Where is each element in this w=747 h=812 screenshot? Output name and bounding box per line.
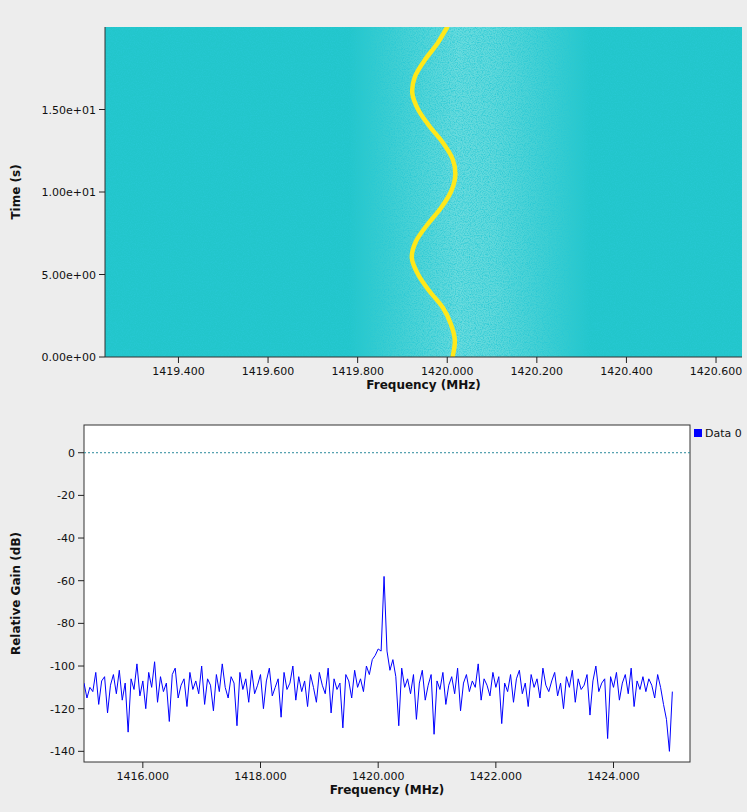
- y-tick: [99, 109, 105, 110]
- y-tick: [78, 538, 84, 539]
- x-tick-label: 1420.600: [690, 365, 743, 378]
- y-tick-label: -20: [57, 489, 75, 502]
- y-axis-title: Time (s): [9, 164, 23, 219]
- page: 1419.400 1419.600 1419.800 1420.000 1420.200…: [0, 0, 747, 812]
- x-axis-line: [105, 357, 742, 358]
- x-axis-title: Frequency (MHz): [366, 378, 480, 392]
- x-tick: [613, 762, 614, 768]
- y-tick-label: -100: [50, 660, 75, 673]
- x-tick-label: 1418.000: [234, 770, 287, 783]
- x-tick: [626, 357, 627, 363]
- y-tick: [78, 495, 84, 496]
- x-tick: [357, 357, 358, 363]
- noise-texture: [105, 27, 742, 357]
- x-tick: [716, 357, 717, 363]
- y-tick: [78, 623, 84, 624]
- x-tick-label: 1419.400: [152, 365, 205, 378]
- y-tick-label: -80: [57, 617, 75, 630]
- y-tick: [78, 580, 84, 581]
- x-tick-label: 1420.400: [600, 365, 653, 378]
- x-tick: [268, 357, 269, 363]
- x-tick: [378, 762, 379, 768]
- x-tick-label: 1416.000: [117, 770, 170, 783]
- y-tick: [78, 666, 84, 667]
- chart-0: 1419.400 1419.600 1419.800 1420.000 1420.200…: [9, 27, 742, 392]
- y-tick: [99, 274, 105, 275]
- y-tick-label: 5.00e+00: [42, 269, 96, 282]
- x-tick-label: 1419.600: [242, 365, 295, 378]
- x-tick: [447, 357, 448, 363]
- spectrum-line: [84, 576, 672, 751]
- y-tick-label: -40: [57, 532, 75, 545]
- plot-frame: [84, 425, 690, 762]
- plot-area: [105, 27, 742, 357]
- y-tick: [99, 192, 105, 193]
- x-tick: [142, 762, 143, 768]
- legend-label: Data 0: [705, 427, 742, 440]
- x-tick: [495, 762, 496, 768]
- waterfall-background: [105, 27, 742, 357]
- y-axis-title: Relative Gain (dB): [9, 532, 23, 655]
- x-tick: [536, 357, 537, 363]
- legend-swatch: [694, 429, 702, 437]
- y-tick: [99, 357, 105, 358]
- x-tick-label: 1422.000: [470, 770, 523, 783]
- y-tick-label: -120: [50, 703, 75, 716]
- y-tick: [78, 708, 84, 709]
- y-tick-label: 0.00e+00: [42, 351, 96, 364]
- x-tick-label: 1419.800: [331, 365, 384, 378]
- y-tick-label: -60: [57, 575, 75, 588]
- x-axis-title: Frequency (MHz): [330, 783, 444, 797]
- y-tick-label: 0: [68, 447, 75, 460]
- y-tick: [78, 452, 84, 453]
- chart-1: 1416.000 1418.000 1420.000 1422.000 1424.000…: [9, 425, 742, 797]
- x-tick-label: 1420.000: [352, 770, 405, 783]
- legend: Data 0: [694, 427, 742, 440]
- y-tick-label: 1.00e+01: [42, 186, 96, 199]
- x-tick-label: 1420.200: [511, 365, 564, 378]
- plot-area: [84, 453, 690, 752]
- y-tick-label: 1.50e+01: [42, 104, 96, 117]
- x-tick: [260, 762, 261, 768]
- signal-trace: [412, 27, 456, 357]
- y-tick: [78, 751, 84, 752]
- y-tick-label: -140: [50, 745, 75, 758]
- x-tick-label: 1424.000: [587, 770, 640, 783]
- reference-line: [84, 452, 690, 453]
- x-tick-label: 1420.000: [421, 365, 474, 378]
- x-tick: [178, 357, 179, 363]
